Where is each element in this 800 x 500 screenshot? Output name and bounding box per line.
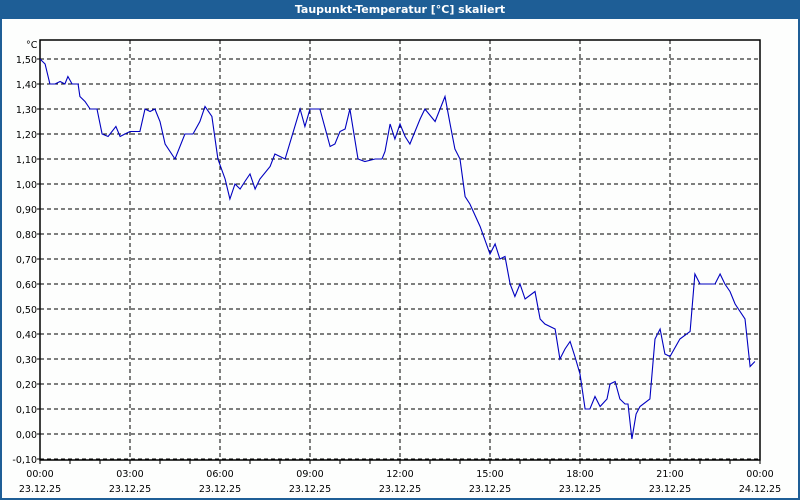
y-tick-label: 1,20 — [16, 130, 37, 141]
y-tick-label: 1,40 — [16, 80, 37, 91]
x-tick-time-label: 06:00 — [206, 469, 233, 480]
x-tick-date-label: 24.12.25 — [739, 484, 781, 495]
x-tick-date-label: 23.12.25 — [559, 484, 601, 495]
y-tick-label: 0,70 — [16, 255, 37, 266]
y-axis-ticks: 1,50 1,40 1,30 1,20 1,10 1,00 0,90 0,80 0,70 0,60… — [12, 55, 40, 466]
line-chart: °C 1,50 1,40 1,30 1,20 1,10 1,00 0,90 0,80 0,70 0… — [12, 39, 781, 495]
x-tick-date-label: 23.12.25 — [199, 484, 241, 495]
x-tick-time-label: 18:00 — [566, 469, 593, 480]
y-tick-label: 0,50 — [16, 305, 37, 316]
y-axis-unit-label: °C — [26, 40, 38, 51]
x-tick-time-label: 12:00 — [386, 469, 413, 480]
y-tick-label: 0,20 — [16, 380, 37, 391]
y-tick-label: 0,90 — [16, 205, 37, 216]
y-tick-label: 0,60 — [16, 280, 37, 291]
window-title: Taupunkt-Temperatur [°C] skaliert — [0, 0, 800, 19]
dewpoint-series-line — [39, 58, 756, 440]
x-tick-date-label: 23.12.25 — [289, 484, 331, 495]
x-axis-ticks: 00:00 23.12.25 03:00 23.12.25 06:00 23.12.25 0… — [19, 460, 781, 495]
x-tick-time-label: 00:00 — [746, 469, 773, 480]
y-tick-label: 1,00 — [16, 180, 37, 191]
x-tick-date-label: 23.12.25 — [109, 484, 151, 495]
x-tick-date-label: 23.12.25 — [19, 484, 61, 495]
y-tick-label: 0,10 — [16, 405, 37, 416]
x-tick-time-label: 15:00 — [476, 469, 503, 480]
y-tick-label: 1,10 — [16, 155, 37, 166]
x-tick-time-label: 00:00 — [26, 469, 53, 480]
x-tick-date-label: 23.12.25 — [649, 484, 691, 495]
y-tick-label: 0,80 — [16, 230, 37, 241]
x-tick-time-label: 09:00 — [296, 469, 323, 480]
x-tick-date-label: 23.12.25 — [379, 484, 421, 495]
x-tick-time-label: 21:00 — [656, 469, 683, 480]
x-tick-time-label: 03:00 — [116, 469, 143, 480]
y-tick-label: 0,40 — [16, 330, 37, 341]
y-tick-label: 1,50 — [16, 55, 37, 66]
chart-canvas: °C 1,50 1,40 1,30 1,20 1,10 1,00 0,90 0,80 0,70 0… — [2, 19, 798, 498]
grid-lines — [40, 40, 760, 460]
x-tick-date-label: 23.12.25 — [469, 484, 511, 495]
y-tick-label: -0,10 — [12, 455, 37, 466]
y-tick-label: 0,30 — [16, 355, 37, 366]
y-tick-label: 0,00 — [16, 430, 37, 441]
y-tick-label: 1,30 — [16, 105, 37, 116]
plot-area-border — [39, 39, 761, 461]
